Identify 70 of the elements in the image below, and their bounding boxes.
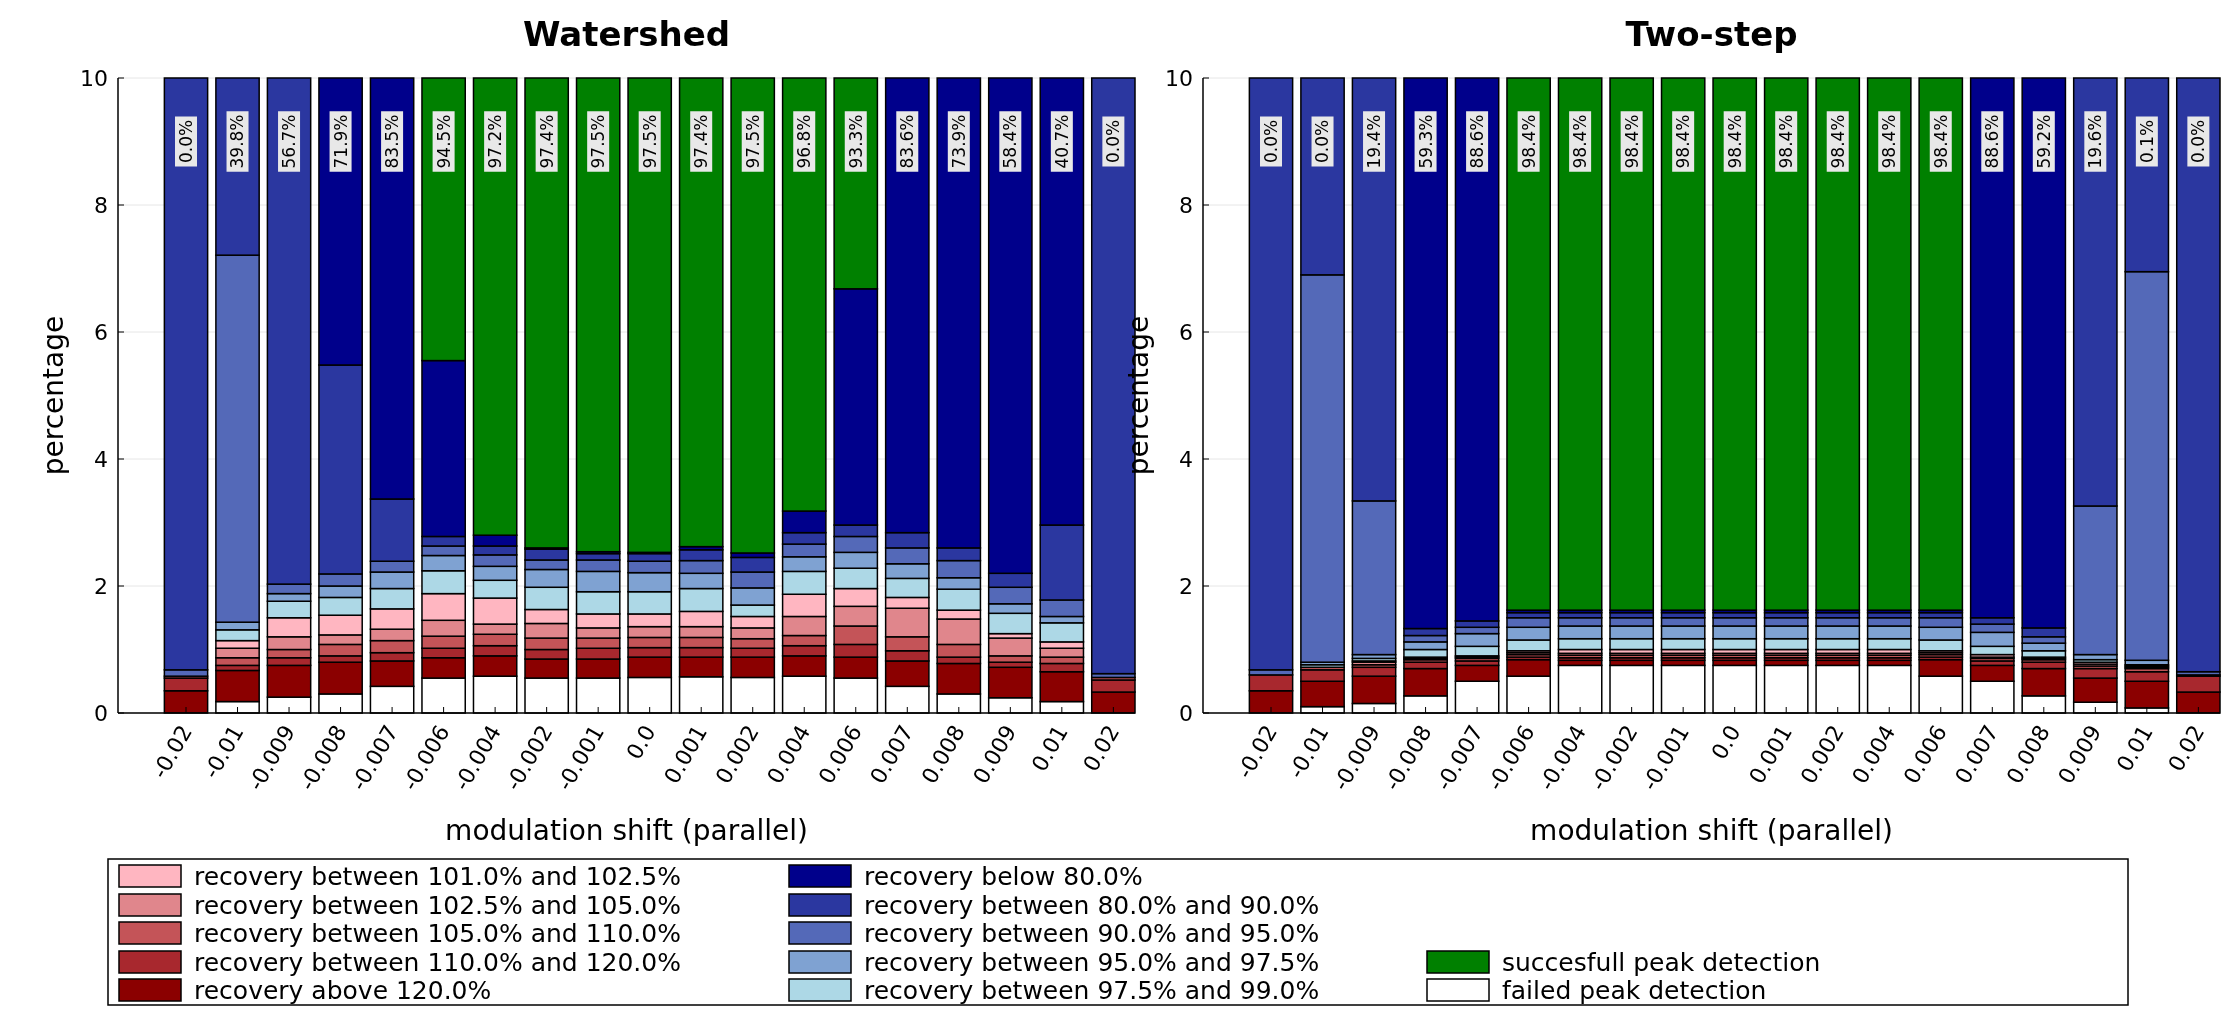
y-axis-title: percentage — [37, 315, 70, 476]
legend-label: recovery between 110.0% and 120.0% — [194, 947, 681, 977]
annotation: 88.6% — [1982, 114, 2003, 169]
annotation: 97.5% — [588, 114, 609, 169]
x-axis-title: modulation shift (parallel) — [445, 814, 808, 847]
annotation: 0.1% — [2136, 119, 2157, 164]
annotation: 94.5% — [433, 114, 454, 169]
annotation: 93.3% — [845, 114, 866, 169]
annotation: 96.8% — [794, 114, 815, 169]
legend-label: recovery between 97.5% and 99.0% — [864, 975, 1320, 1005]
annotation: 19.6% — [2085, 114, 2106, 169]
annotation: 59.2% — [2033, 114, 2054, 169]
annotation: 98.4% — [1724, 114, 1745, 169]
x-tick-label: 0.0 — [621, 720, 661, 764]
legend-label: recovery between 102.5% and 105.0% — [194, 890, 681, 920]
y-tick-label: 8 — [1179, 192, 1193, 218]
y-tick-label: 10 — [80, 65, 108, 91]
y-tick-label: 6 — [94, 319, 108, 345]
legend-label: recovery between 90.0% and 95.0% — [864, 918, 1320, 948]
annotation: 98.4% — [1879, 114, 1900, 169]
annotation: 98.4% — [1930, 114, 1951, 169]
annotation: 97.5% — [639, 114, 660, 169]
annotation: 97.4% — [691, 114, 712, 169]
annotation: 98.4% — [1776, 114, 1797, 169]
annotation: 98.4% — [1570, 114, 1591, 169]
annotation: 58.4% — [1000, 114, 1021, 169]
annotation: 0.0% — [175, 119, 196, 164]
annotation: 0.0% — [2188, 119, 2209, 164]
y-tick-label: 0 — [1179, 700, 1193, 726]
annotation: 98.4% — [1673, 114, 1694, 169]
y-axis-title: percentage — [1122, 315, 1155, 476]
y-tick-label: 4 — [1179, 446, 1193, 472]
annotation: 97.4% — [536, 114, 557, 169]
y-tick-label: 8 — [94, 192, 108, 218]
annotation: 0.0% — [1103, 119, 1124, 164]
annotation: 88.6% — [1467, 114, 1488, 169]
annotation: 83.5% — [382, 114, 403, 169]
legend-label: recovery between 101.0% and 102.5% — [194, 861, 681, 891]
y-tick-label: 10 — [1165, 65, 1193, 91]
legend-label: recovery between 80.0% and 90.0% — [864, 890, 1320, 920]
annotation: 73.9% — [948, 114, 969, 169]
legend-label: recovery above 120.0% — [194, 975, 492, 1005]
annotation: 83.6% — [897, 114, 918, 169]
annotation: 71.9% — [330, 114, 351, 169]
legend-label: recovery between 105.0% and 110.0% — [194, 918, 681, 948]
annotation: 39.8% — [227, 114, 248, 169]
y-tick-label: 2 — [1179, 573, 1193, 599]
legend-label: recovery below 80.0% — [864, 861, 1143, 891]
annotation: 98.4% — [1621, 114, 1642, 169]
y-tick-label: 4 — [94, 446, 108, 472]
annotation: 97.5% — [742, 114, 763, 169]
y-tick-label: 0 — [94, 700, 108, 726]
annotation: 40.7% — [1051, 114, 1072, 169]
annotation: 0.0% — [1260, 119, 1281, 164]
annotation: 98.4% — [1518, 114, 1539, 169]
annotation: 56.7% — [279, 114, 299, 169]
y-tick-label: 2 — [94, 573, 108, 599]
legend-label: failed peak detection — [1502, 975, 1767, 1005]
annotation: 19.4% — [1364, 114, 1384, 169]
annotation: 59.3% — [1415, 114, 1436, 169]
annotation: 97.2% — [485, 114, 506, 169]
x-axis-title: modulation shift (parallel) — [1530, 814, 1893, 847]
annotation: 0.0% — [1312, 119, 1333, 164]
annotation: 98.4% — [1827, 114, 1848, 169]
y-tick-label: 6 — [1179, 319, 1193, 345]
legend-label: recovery between 95.0% and 97.5% — [864, 947, 1320, 977]
chart-title: Two-step — [1625, 14, 1798, 54]
chart-title: Watershed — [522, 14, 731, 54]
x-tick-label: 0.0 — [1706, 720, 1746, 764]
legend-label: succesfull peak detection — [1502, 947, 1821, 977]
